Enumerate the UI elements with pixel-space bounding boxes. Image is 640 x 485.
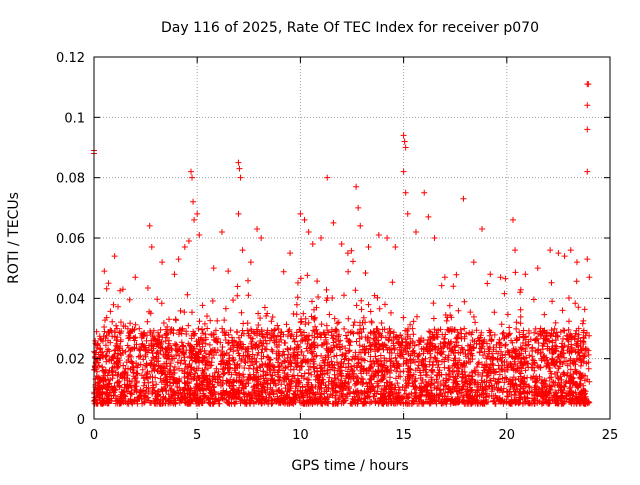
- data-point: [146, 222, 153, 229]
- data-point: [534, 265, 541, 272]
- data-point: [573, 259, 580, 266]
- x-tick-label: 10: [292, 428, 309, 443]
- data-point: [111, 253, 118, 260]
- data-point: [522, 271, 529, 278]
- data-point: [400, 168, 407, 175]
- x-axis-label: GPS time / hours: [291, 458, 408, 474]
- x-tick-label: 25: [602, 428, 619, 443]
- data-point: [421, 189, 428, 196]
- y-tick-label: 0: [77, 413, 85, 428]
- data-point: [305, 228, 312, 235]
- data-point: [584, 256, 591, 263]
- data-point: [191, 216, 198, 223]
- data-point: [585, 81, 592, 88]
- data-point: [254, 225, 261, 232]
- data-point: [301, 216, 308, 223]
- data-point: [190, 198, 197, 205]
- axes-layer: [93, 56, 611, 420]
- data-point: [344, 250, 351, 257]
- data-point: [470, 259, 477, 266]
- tick-labels-layer: 0 5 10 15 20 25 0 0.02 0.04 0.06 0.08 0.1 0.12: [56, 51, 618, 443]
- chart-title: Day 116 of 2025, Rate Of TEC Index for r…: [161, 20, 539, 36]
- data-point: [239, 247, 246, 254]
- data-point: [404, 210, 411, 217]
- data-point: [309, 241, 316, 248]
- data-point: [236, 165, 243, 172]
- data-point: [101, 268, 108, 275]
- data-point: [392, 244, 399, 251]
- data-point: [258, 235, 265, 241]
- data-point: [584, 126, 591, 133]
- data-point: [402, 144, 409, 151]
- data-point: [547, 247, 554, 254]
- data-point: [584, 102, 591, 109]
- x-tick-label: 20: [499, 428, 516, 443]
- data-point: [431, 235, 438, 241]
- data-point: [235, 159, 242, 166]
- data-point: [235, 210, 242, 217]
- y-tick-label: 0.06: [56, 232, 85, 247]
- data-point: [509, 216, 516, 223]
- data-point: [210, 265, 217, 272]
- y-tick-label: 0.12: [56, 51, 85, 66]
- data-point: [324, 174, 331, 181]
- data-point: [119, 286, 126, 293]
- data-point: [175, 256, 182, 263]
- data-point: [105, 280, 112, 287]
- data-point: [400, 132, 407, 139]
- data-point: [412, 228, 419, 235]
- data-point: [357, 222, 364, 229]
- x-tick-label: 15: [395, 428, 412, 443]
- data-point: [567, 247, 574, 254]
- data-point: [237, 174, 244, 181]
- data-point: [487, 271, 494, 278]
- data-point: [512, 247, 519, 254]
- data-point: [297, 210, 304, 217]
- data-point: [402, 189, 409, 196]
- data-point: [148, 244, 155, 251]
- data-point: [189, 174, 196, 181]
- y-axis-label: ROTI / TECUs: [6, 192, 22, 284]
- data-point: [365, 244, 372, 251]
- data-point: [497, 274, 504, 281]
- data-point: [171, 271, 178, 278]
- data-point: [188, 168, 195, 175]
- data-point: [181, 244, 188, 251]
- data-point: [375, 231, 382, 238]
- data-point: [555, 250, 562, 257]
- x-tick-label: 0: [90, 428, 98, 443]
- data-point: [318, 235, 325, 241]
- data-point: [401, 138, 408, 145]
- data-point: [561, 253, 568, 260]
- data-point: [196, 231, 203, 238]
- y-tick-label: 0.08: [56, 172, 85, 187]
- y-tick-label: 0.04: [56, 292, 85, 307]
- data-point: [353, 183, 360, 190]
- dense-band-markers: [91, 247, 593, 407]
- y-tick-label: 0.1: [64, 111, 85, 126]
- data-point: [185, 238, 192, 245]
- data-point: [132, 274, 139, 281]
- data-point: [330, 219, 337, 226]
- data-point: [584, 168, 591, 175]
- data-point: [441, 274, 448, 281]
- data-point: [287, 250, 294, 257]
- data-point: [194, 210, 201, 217]
- data-point: [586, 274, 593, 281]
- data-point: [247, 259, 254, 266]
- data-point: [159, 259, 166, 266]
- x-tick-label: 5: [193, 428, 201, 443]
- y-tick-label: 0.02: [56, 353, 85, 368]
- data-point: [218, 228, 225, 235]
- data-point: [355, 204, 362, 211]
- data-point: [338, 241, 345, 248]
- data-point: [225, 268, 232, 275]
- data-point: [479, 225, 486, 232]
- data-point: [425, 213, 432, 220]
- data-point: [384, 235, 391, 241]
- data-point: [460, 195, 467, 202]
